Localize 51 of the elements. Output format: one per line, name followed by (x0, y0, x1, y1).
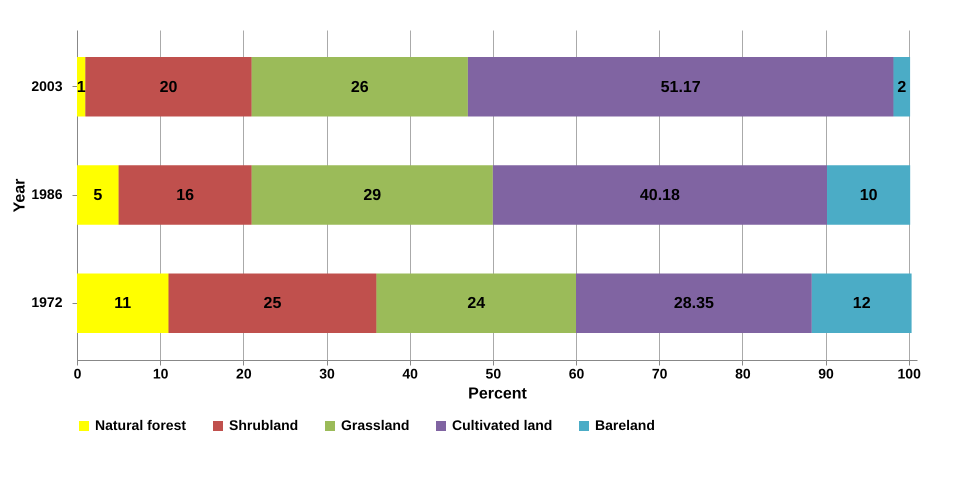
legend-label: Bareland (595, 417, 655, 433)
y-tick-label: 2003 (31, 78, 63, 94)
bar (252, 165, 493, 225)
x-tick-label: 20 (236, 366, 252, 382)
y-axis-title: Year (11, 178, 28, 212)
data-label: 16 (176, 187, 194, 204)
data-label: 11 (114, 295, 132, 312)
data-label: 12 (852, 295, 871, 312)
data-label: 29 (363, 187, 382, 204)
data-label: 24 (467, 295, 486, 312)
x-tick-label: 10 (152, 366, 169, 382)
bar (77, 165, 119, 225)
x-tick-label: 90 (818, 366, 834, 382)
legend-label: Cultivated land (452, 417, 552, 433)
bar (893, 57, 910, 117)
x-tick-label: 80 (735, 366, 751, 382)
bar (77, 273, 168, 333)
data-label: 10 (860, 187, 878, 204)
bar (827, 165, 910, 225)
data-label: 25 (264, 295, 282, 312)
bar (252, 57, 468, 117)
legend-label: Grassland (341, 417, 410, 433)
y-tick-label: 1972 (31, 294, 63, 310)
data-label: 20 (160, 78, 178, 96)
bar (492, 165, 828, 225)
x-tick-label: 70 (652, 366, 668, 382)
x-axis-title: Percent (468, 386, 528, 402)
bar (812, 273, 912, 333)
x-tick-label: 30 (319, 366, 335, 382)
bar (85, 57, 252, 117)
bar (376, 273, 576, 333)
legend-label: Shrubland (229, 417, 298, 433)
bar (118, 165, 252, 225)
bar (576, 273, 812, 333)
x-tick-label: 100 (898, 366, 922, 382)
data-label: 1 (76, 78, 86, 96)
x-tick-label: 0 (74, 366, 82, 382)
x-tick-label: 60 (568, 366, 585, 382)
data-label: 5 (93, 187, 102, 204)
x-tick-label: 50 (486, 366, 502, 382)
bar (77, 57, 86, 117)
x-tick-label: 40 (402, 366, 418, 382)
y-tick-label: 1986 (31, 186, 63, 202)
data-label: 26 (350, 78, 369, 96)
bar (168, 273, 376, 333)
data-label: 51.17 (660, 78, 701, 96)
legend-label: Natural forest (95, 417, 186, 433)
bar (468, 57, 894, 117)
data-label: 28.35 (674, 295, 714, 312)
data-label: 40.18 (640, 187, 680, 204)
data-label: 2 (897, 78, 906, 96)
